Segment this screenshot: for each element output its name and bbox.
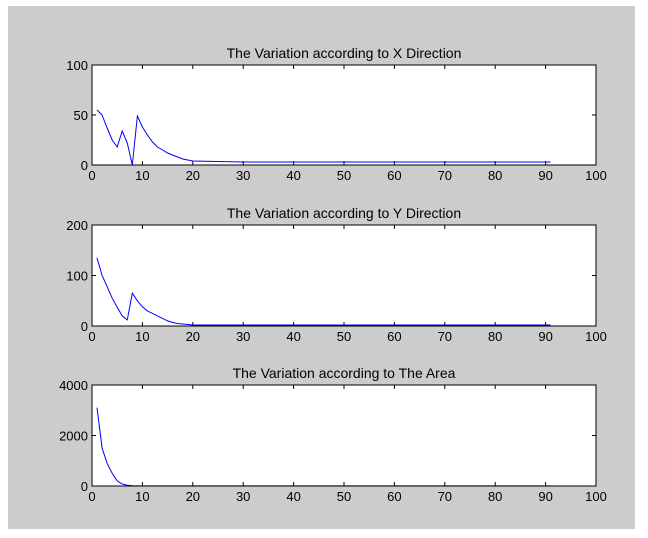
x-tick-label: 10	[135, 329, 149, 344]
plot-area	[92, 225, 596, 326]
x-tick-label: 20	[186, 329, 200, 344]
x-tick-label: 20	[186, 489, 200, 504]
x-tick-label: 60	[387, 489, 401, 504]
y-tick-label: 50	[74, 108, 88, 123]
x-tick-label: 50	[337, 329, 351, 344]
x-tick-label: 80	[488, 329, 502, 344]
y-tick-label: 100	[66, 58, 88, 73]
x-tick-label: 10	[135, 168, 149, 183]
x-tick-label: 90	[538, 329, 552, 344]
y-tick-label: 0	[81, 158, 88, 173]
subplot-1: The Variation according to X Direction 0 1…	[66, 45, 607, 183]
x-tick-label: 80	[488, 489, 502, 504]
chart-title: The Variation according to Y Direction	[227, 205, 461, 221]
x-tick-label: 40	[286, 168, 300, 183]
x-tick-label: 90	[538, 168, 552, 183]
y-tick-label: 2000	[59, 429, 88, 444]
x-tick-label: 70	[438, 168, 452, 183]
x-tick-label: 30	[236, 168, 250, 183]
axes-frame	[91, 224, 597, 327]
subplot-3: The Variation according to The Area 0 10 20…	[59, 365, 607, 504]
x-tick-label: 90	[538, 489, 552, 504]
x-tick-label: 70	[438, 329, 452, 344]
x-tick-label: 70	[438, 489, 452, 504]
y-tick-label: 0	[81, 479, 88, 494]
figure-window: The Variation according to X Direction 0 1…	[8, 6, 635, 529]
y-tick-label: 100	[66, 269, 88, 284]
x-tick-label: 10	[135, 489, 149, 504]
x-tick-label: 50	[337, 168, 351, 183]
x-tick-label: 50	[337, 489, 351, 504]
chart-title: The Variation according to The Area	[233, 365, 456, 381]
series-line	[96, 109, 551, 166]
x-tick-label: 60	[387, 168, 401, 183]
series-line	[96, 257, 551, 326]
figure-canvas: The Variation according to X Direction 0 1…	[59, 45, 607, 504]
x-tick-label: 0	[88, 329, 95, 344]
subplot-2: The Variation according to Y Direction 0 1…	[66, 205, 607, 344]
axes-frame	[91, 64, 597, 166]
x-tick-label: 100	[585, 168, 607, 183]
y-tick-label: 4000	[59, 378, 88, 393]
plot-area	[92, 65, 596, 165]
chart-title: The Variation according to X Direction	[227, 45, 462, 61]
y-tick-label: 0	[81, 319, 88, 334]
y-tick-label: 200	[66, 218, 88, 233]
x-tick-label: 0	[88, 168, 95, 183]
x-tick-label: 80	[488, 168, 502, 183]
x-tick-label: 100	[585, 329, 607, 344]
x-tick-label: 30	[236, 489, 250, 504]
x-tick-label: 20	[186, 168, 200, 183]
axes-frame	[91, 384, 597, 487]
x-tick-label: 30	[236, 329, 250, 344]
x-tick-label: 100	[585, 489, 607, 504]
x-tick-label: 40	[286, 489, 300, 504]
x-tick-label: 60	[387, 329, 401, 344]
x-tick-label: 40	[286, 329, 300, 344]
plot-area	[92, 385, 596, 486]
x-tick-label: 0	[88, 489, 95, 504]
